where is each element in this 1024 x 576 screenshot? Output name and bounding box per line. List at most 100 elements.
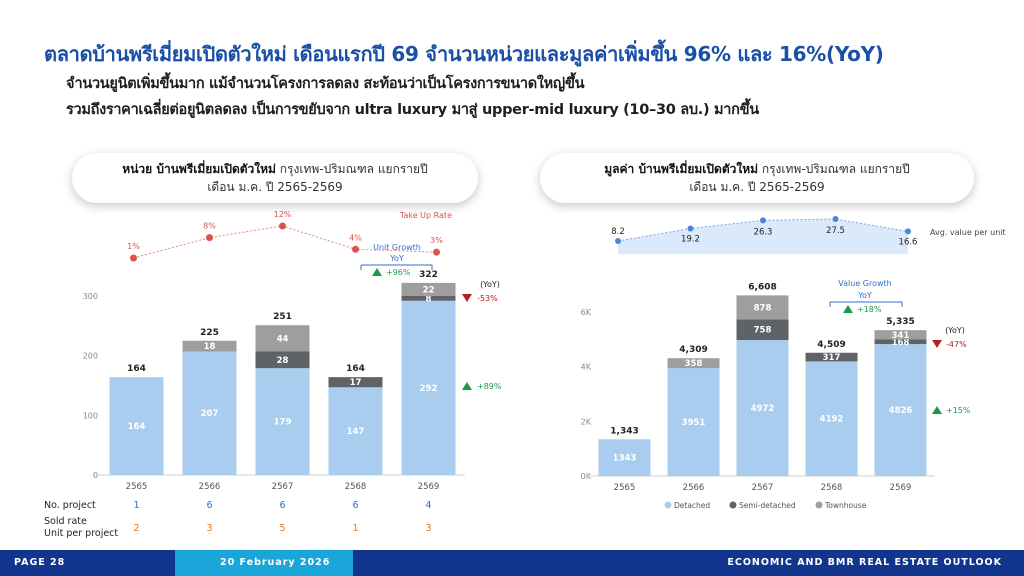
value-chart-x-tick-label: 2568 [821,483,843,493]
avg-value-line [617,218,909,242]
unit-growth-yoy-label: YoY [389,254,404,263]
sold-rate-value: 3 [425,523,431,534]
value-chart-x-tick-label: 2569 [890,483,912,493]
legend-swatch [815,501,823,509]
value-chart-y-tick-label: 6K [581,308,592,317]
right-chart-title-bold: มูลค่า บ้านพรีเมี่ยมเปิดตัวใหม่ [604,162,759,176]
value-chart-bar-segment [805,352,858,362]
up-arrow-icon [372,268,382,276]
value-chart-segment-label: 4192 [820,415,844,425]
unit-chart-bar-segment [255,351,310,369]
unit-chart-x-tick-label: 2568 [345,482,367,492]
take-up-rate-label: 3% [430,236,443,245]
up-arrow-icon [462,382,472,390]
take-up-rate-label: 12% [274,210,292,219]
avg-value-label: 26.3 [754,227,773,237]
value-chart-y-tick-label: 4K [581,363,592,372]
avg-value-label: 19.2 [681,234,700,244]
value-chart-bar-segment [736,319,789,341]
value-chart-segment-label: 878 [754,303,772,313]
unit-chart-bar-total-label: 322 [419,270,438,280]
avg-value-title: Avg. value per unit [930,228,1006,237]
unit-chart-x-tick-label: 2569 [418,482,440,492]
value-chart-bar-segment [667,368,720,476]
unit-chart-bar-segment [401,282,456,296]
unit-chart-y-tick-label: 300 [83,292,98,301]
unit-chart-segment-label: 179 [274,418,292,428]
value-chart-bar-total-label: 1,343 [610,426,638,436]
value-chart-x-tick-label: 2567 [752,483,774,493]
avg-value-label: 8.2 [611,227,625,237]
unit-chart-segment-label: 147 [347,427,365,437]
avg-value-point [687,225,694,232]
unit-growth-label: Unit Growth [373,243,421,252]
unit-chart-segment-label: 17 [350,378,362,388]
take-up-rate-label: 8% [203,222,216,231]
unit-yoy-title: (YoY) [480,280,500,289]
footer-bar: PAGE 28 20 February 2026 ECONOMIC AND BM… [0,550,1024,576]
unit-chart-x-tick-label: 2565 [126,482,148,492]
value-growth-bracket [829,301,903,307]
unit-chart-bar-segment [401,296,456,301]
take-up-rate-point [279,222,286,230]
down-arrow-icon [932,340,942,348]
up-arrow-icon [843,305,853,313]
unit-chart-bar-segment [109,377,164,475]
value-chart-x-tick-label: 2565 [614,483,636,493]
value-yoy-down-value: -47% [946,340,967,349]
sold-rate-value: 2 [133,523,139,534]
value-chart-y-tick-label: 2K [581,417,592,426]
left-chart-title-pill: หน่วย บ้านพรีเมี่ยมเปิดตัวใหม่ กรุงเทพ-ป… [72,153,478,203]
page-title: ตลาดบ้านพรีเมี่ยมเปิดตัวใหม่ เดือนแรกปี … [44,42,884,66]
unit-growth-bracket [360,264,433,270]
value-chart-bar-total-label: 4,309 [679,345,707,355]
project-count-value: 1 [133,500,139,511]
avg-value-point [760,217,766,224]
unit-chart-bar-segment [182,340,237,352]
value-chart-bar-segment [667,358,720,369]
value-yoy-title: (YoY) [945,326,965,335]
page-subtitle-2: รวมถึงราคาเฉลี่ยต่อยูนิตลดลง เป็นการขยับ… [66,102,759,118]
value-growth-label: Value Growth [838,279,891,288]
value-chart-bar-segment [874,330,927,340]
value-chart-segment-label: 317 [823,353,841,363]
unit-chart-segment-label: 22 [423,285,435,295]
unit-chart-segment-label: 28 [277,356,289,366]
right-chart-title-rest: กรุงเทพ-ปริมณฑล แยกรายปี [758,162,910,176]
project-count-value: 4 [425,500,431,511]
project-count-value: 6 [279,500,285,511]
avg-value-point [615,238,621,244]
unit-chart-bar-total-label: 225 [200,328,219,338]
unit-chart-x-tick-label: 2567 [272,482,294,492]
value-chart-bar-segment [874,344,927,476]
unit-chart-bar-segment [401,300,456,475]
left-chart-title-rest: กรุงเทพ-ปริมณฑล แยกรายปี [275,162,428,176]
value-chart-bar-total-label: 5,335 [886,317,914,327]
value-chart-bar-total-label: 6,608 [748,282,776,292]
value-chart-segment-label: 1343 [613,454,637,464]
unit-chart-bar-segment [182,351,237,475]
value-growth-value: +18% [857,305,882,314]
value-chart-bar-segment [736,295,789,320]
avg-value-point [832,216,839,222]
unit-growth-value: +96% [386,268,411,277]
value-growth-yoy-label: YoY [857,291,872,300]
value-chart-x-tick-label: 2566 [683,483,705,493]
unit-chart-x-tick-label: 2566 [199,482,221,492]
take-up-rate-point [433,248,440,256]
project-count-value: 6 [352,500,358,511]
sold-rate-value: 5 [279,523,285,534]
value-chart-segment-label: 341 [892,331,910,341]
unit-chart-bar-total-label: 164 [346,364,365,374]
legend-label: Semi-detached [739,501,796,510]
unit-yoy-up-value: +89% [477,382,502,391]
unit-chart-bar-total-label: 251 [273,312,292,322]
legend-swatch [664,501,672,509]
unit-chart-segment-label: 207 [201,409,219,419]
unit-chart-bar-total-label: 164 [127,364,146,374]
legend-swatch [729,501,737,509]
take-up-rate-point [352,245,359,253]
unit-chart-bar-segment [328,387,383,475]
value-chart-bar-segment [874,339,927,345]
